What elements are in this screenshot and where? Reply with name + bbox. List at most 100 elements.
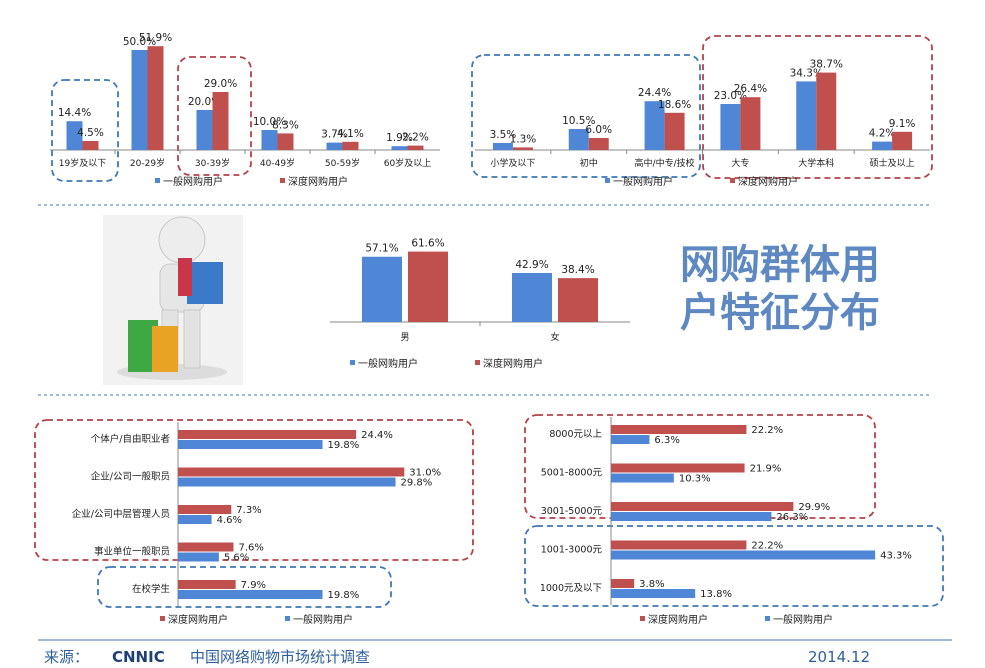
education-legend-label-deep: 深度网购用户 <box>738 175 798 188</box>
occupation-legend-swatch-deep <box>160 616 165 621</box>
age-legend-swatch-deep <box>280 178 285 183</box>
education-category-label: 大专 <box>731 157 749 169</box>
gender-category-label: 男 <box>400 332 409 343</box>
age-bar-deep <box>212 92 229 150</box>
age-value-label: 3.7% <box>321 129 348 141</box>
income-value-label: 13.8% <box>700 589 732 600</box>
occupation-legend-label-general: 一般网购用户 <box>293 613 353 626</box>
education-bar-deep <box>588 138 609 150</box>
occupation-value-label: 19.8% <box>328 440 360 451</box>
occupation-category-label: 事业单位一般职员 <box>94 546 170 558</box>
gender-legend-swatch-deep <box>475 360 480 365</box>
income-value-label: 3.8% <box>639 579 664 590</box>
education-bar-deep <box>740 97 761 150</box>
income-value-label: 21.9% <box>750 464 782 475</box>
income-legend-swatch-deep <box>640 616 645 621</box>
education-value-label: 23.0% <box>714 90 747 102</box>
highlight-box-3 <box>471 54 701 178</box>
occupation-category-label: 在校学生 <box>132 583 171 595</box>
occupation-bar-general <box>178 552 219 562</box>
occupation-value-label: 7.6% <box>238 543 263 554</box>
age-bar-general <box>326 142 343 150</box>
age-bar-general <box>66 121 83 150</box>
age-legend-swatch-general <box>155 178 160 183</box>
education-category-label: 硕士及以上 <box>870 157 915 169</box>
occupation-value-label: 7.9% <box>241 580 266 591</box>
footer-source-label: 来源： <box>44 648 89 666</box>
education-bar-general <box>568 129 589 150</box>
age-bar-deep <box>82 141 99 150</box>
occupation-bar-general <box>178 477 396 487</box>
highlight-box-8 <box>524 525 944 607</box>
education-legend-swatch-deep <box>730 178 735 183</box>
gender-bar-general <box>362 256 402 322</box>
occupation-category-label: 企业/公司中层管理人员 <box>72 508 170 520</box>
income-bar-general <box>611 589 696 598</box>
income-bar-deep <box>611 502 794 511</box>
income-value-label: 10.3% <box>679 474 711 485</box>
education-category-label: 大学本科 <box>798 157 834 169</box>
footer-survey-name: 中国网络购物市场统计调查 <box>190 648 370 666</box>
shopping-bag-orange-icon <box>152 326 178 372</box>
shopper-illustration <box>103 215 243 385</box>
income-bar-general <box>611 512 772 521</box>
age-bar-deep <box>342 141 359 150</box>
age-value-label: 1.9% <box>386 132 413 144</box>
education-value-label: 6.0% <box>585 124 612 136</box>
income-value-label: 43.3% <box>880 551 912 562</box>
income-bar-general <box>611 435 650 444</box>
age-value-label: 4.5% <box>77 127 104 139</box>
age-category-label: 20-29岁 <box>130 157 165 169</box>
occupation-value-label: 24.4% <box>361 430 393 441</box>
age-bar-general <box>391 146 408 150</box>
cnnic-logo: CNNIC <box>112 648 165 666</box>
education-value-label: 3.5% <box>490 129 517 141</box>
infographic-title-line2: 户特征分布 <box>680 290 880 336</box>
age-category-label: 19岁及以下 <box>59 157 106 169</box>
education-category-label: 小学及以下 <box>490 157 535 169</box>
age-bar-general <box>131 50 148 150</box>
age-value-label: 10.0% <box>253 116 286 128</box>
income-category-label: 1001-3000元 <box>541 545 603 556</box>
gender-legend-swatch-general <box>350 360 355 365</box>
education-value-label: 24.4% <box>638 87 671 99</box>
age-value-label: 50.0% <box>123 36 156 48</box>
income-bar-general <box>611 550 876 560</box>
occupation-bar-general <box>178 440 323 449</box>
gender-value-label: 57.1% <box>365 243 398 255</box>
age-category-label: 30-39岁 <box>195 157 230 169</box>
occupation-bar-general <box>178 515 212 524</box>
income-bar-deep <box>611 463 745 473</box>
gender-bar-deep <box>558 278 598 322</box>
occupation-value-label: 5.6% <box>224 553 249 564</box>
education-category-label: 初中 <box>580 157 598 169</box>
charts-layer: 19岁及以下14.4%4.5%20-29岁50.0%51.9%30-39岁20.… <box>50 32 930 626</box>
education-bar-deep <box>512 147 533 150</box>
age-value-label: 29.0% <box>204 78 237 90</box>
income-bar-deep <box>611 579 635 588</box>
occupation-value-label: 19.8% <box>328 590 360 601</box>
occupation-legend-swatch-general <box>285 616 290 621</box>
education-bar-general <box>720 104 741 150</box>
highlight-boxes <box>34 35 944 608</box>
gender-value-label: 38.4% <box>561 264 594 276</box>
highlight-box-6 <box>97 566 392 608</box>
education-bar-general <box>644 101 665 150</box>
gender-value-label: 61.6% <box>411 238 444 250</box>
occupation-category-label: 企业/公司一般职员 <box>91 471 170 483</box>
income-category-label: 8000元以上 <box>549 429 602 440</box>
income-legend-swatch-general <box>765 616 770 621</box>
education-value-label: 10.5% <box>562 115 595 127</box>
shopping-bag-blue-icon <box>187 262 223 304</box>
education-bar-general <box>492 143 513 150</box>
occupation-bar-deep <box>178 467 405 477</box>
education-bar-deep <box>664 112 685 150</box>
occupation-value-label: 4.6% <box>217 515 242 526</box>
age-value-label: 2.2% <box>402 132 429 144</box>
highlight-box-5 <box>34 419 474 561</box>
age-value-label: 8.3% <box>272 119 299 131</box>
age-category-label: 40-49岁 <box>260 157 295 169</box>
income-value-label: 22.2% <box>751 541 783 552</box>
footer-date: 2014.12 <box>808 648 870 666</box>
